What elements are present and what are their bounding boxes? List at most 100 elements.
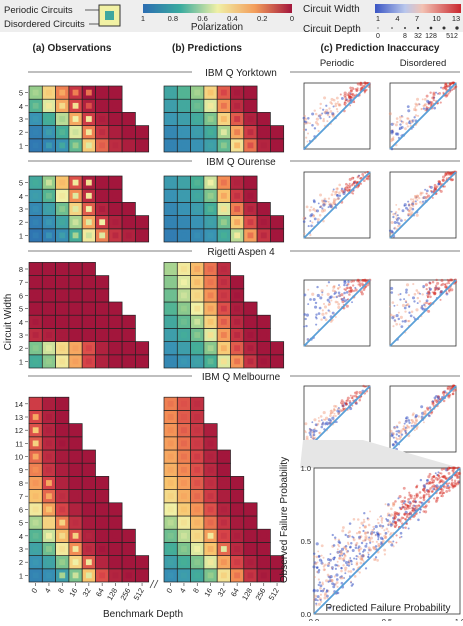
- pred-inner-cell: [181, 206, 187, 212]
- scatter-point: [348, 96, 352, 100]
- scatter-point: [411, 296, 416, 300]
- pred-inner-cell: [181, 279, 187, 286]
- scatter-point: [414, 102, 418, 106]
- scatter-point: [372, 525, 375, 529]
- scatter-point: [307, 132, 310, 135]
- scatter-point: [313, 555, 316, 558]
- scatter-point: [322, 119, 325, 123]
- scatter-point: [427, 493, 430, 496]
- obs-inner-cell: [72, 279, 79, 286]
- scatter-point: [316, 218, 320, 222]
- obs-inner-cell: [46, 266, 52, 272]
- scatter-point: [340, 567, 343, 570]
- obs-inner-cell: [46, 219, 52, 226]
- scatter-point: [419, 478, 423, 482]
- scatter-point: [336, 102, 339, 105]
- scatter-point: [318, 213, 322, 217]
- pred-inner-cell: [181, 318, 187, 325]
- scatter-point: [367, 553, 370, 556]
- scatter-point: [309, 298, 312, 301]
- scatter-point: [427, 100, 431, 105]
- width-tick: 4: [19, 192, 23, 201]
- scatter-point: [359, 82, 363, 86]
- x-tick-label: 8: [56, 587, 66, 595]
- pred-inner-cell: [194, 345, 201, 352]
- pred-inner-cell: [167, 116, 174, 122]
- scatter-point: [351, 395, 355, 398]
- scatter-point: [324, 416, 329, 420]
- scatter-point: [390, 129, 394, 133]
- scatter-point: [314, 598, 318, 602]
- scatter-point: [412, 200, 416, 203]
- scatter-point: [446, 282, 449, 285]
- pred-inner-cell: [274, 142, 280, 149]
- obs-inner-cell: [99, 546, 106, 552]
- obs-inner-cell: [72, 206, 79, 212]
- scatter-point: [315, 602, 318, 605]
- scatter-point: [407, 204, 411, 207]
- pred-inner-cell: [234, 559, 241, 566]
- obs-inner-cell: [85, 345, 92, 352]
- scatter-point: [452, 81, 455, 85]
- obs-inner-cell: [72, 89, 79, 96]
- obs-inner-cell: [125, 332, 132, 338]
- pred-inner-cell: [194, 142, 201, 149]
- scatter-point: [400, 325, 404, 329]
- scatter-point: [407, 117, 410, 120]
- pred-inner-cell: [247, 89, 254, 96]
- scatter-point: [333, 292, 336, 295]
- pred-inner-cell: [247, 318, 254, 325]
- scatter-point: [365, 88, 368, 91]
- pred-inner-cell: [207, 192, 214, 199]
- scatter-point: [424, 188, 427, 191]
- scatter-point: [415, 103, 419, 107]
- obs-inner-cell: [46, 506, 52, 513]
- obs-inner-cell: [139, 219, 145, 226]
- scatter-point: [340, 399, 344, 402]
- scatter-point: [446, 278, 449, 282]
- obs-inner-cell: [46, 414, 52, 420]
- obs-inner-cell: [46, 142, 52, 149]
- scatter-point: [414, 106, 417, 108]
- pred-inner-cell: [181, 414, 187, 420]
- scatter-point: [322, 556, 325, 559]
- scatter-point: [316, 285, 319, 289]
- obs-inner-cell: [46, 559, 52, 566]
- width-tick: 2: [19, 344, 23, 353]
- obs-inner-cell: [46, 572, 52, 579]
- pred-inner-cell: [220, 480, 227, 486]
- scatter-point: [348, 95, 351, 98]
- width-tick: 8: [19, 479, 23, 488]
- pred-inner-cell: [234, 192, 241, 199]
- scatter-point: [359, 81, 363, 85]
- scatter-point: [390, 221, 394, 225]
- scatter-point: [452, 81, 455, 85]
- scatter-point: [426, 292, 429, 295]
- scatter-point: [417, 102, 420, 106]
- width-tick: 1: [19, 357, 23, 366]
- pred-inner-cell: [207, 345, 214, 352]
- pred-inner-cell: [181, 546, 187, 552]
- scatter-point: [317, 550, 320, 553]
- pred-inner-cell: [220, 358, 227, 365]
- obs-inner-cell: [59, 142, 66, 149]
- scatter-point: [334, 414, 337, 418]
- scatter-point: [342, 404, 345, 408]
- obs-inner-cell: [112, 192, 119, 199]
- scatter-point: [358, 535, 362, 539]
- scatter-point: [359, 561, 363, 565]
- scatter-point: [315, 209, 319, 213]
- scatter-point: [318, 306, 322, 310]
- scatter-point: [390, 122, 394, 126]
- scatter-point: [332, 105, 335, 108]
- pred-inner-cell: [260, 532, 267, 539]
- scatter-point: [428, 287, 432, 291]
- pred-inner-cell: [167, 332, 174, 338]
- axis-break: [149, 579, 155, 589]
- scatter-point: [443, 475, 447, 479]
- pred-inner-cell: [194, 279, 201, 286]
- device-label: Rigetti Aspen 4: [207, 247, 275, 258]
- scatter-point: [448, 466, 451, 470]
- scatter-point: [330, 193, 334, 197]
- pred-inner-cell: [220, 192, 227, 199]
